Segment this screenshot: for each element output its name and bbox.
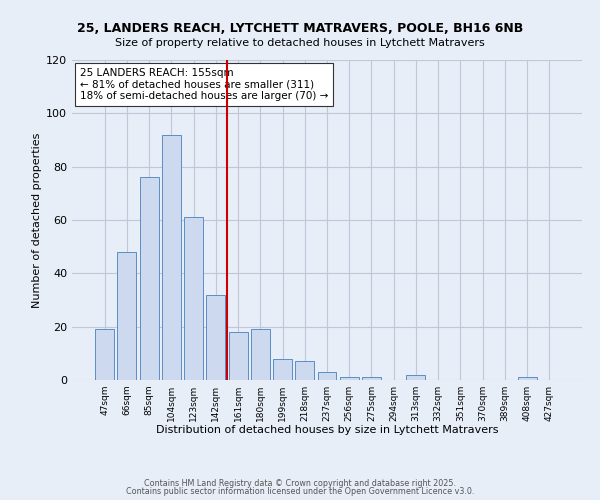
Bar (140, 178, 158, 380)
Text: 25 LANDERS REACH: 155sqm
← 81% of detached houses are smaller (311)
18% of semi-: 25 LANDERS REACH: 155sqm ← 81% of detach… (80, 68, 328, 101)
Bar (95, 330, 114, 380)
Bar (118, 252, 136, 380)
Bar (206, 294, 225, 380)
Bar (518, 378, 536, 380)
X-axis label: Distribution of detached houses by size in Lytchett Matravers: Distribution of detached houses by size … (156, 426, 498, 436)
Text: Contains public sector information licensed under the Open Government Licence v3: Contains public sector information licen… (126, 487, 474, 496)
Bar (295, 362, 314, 380)
Bar (162, 134, 181, 380)
Bar (273, 358, 292, 380)
Bar (362, 378, 381, 380)
Bar (251, 330, 270, 380)
Text: Contains HM Land Registry data © Crown copyright and database right 2025.: Contains HM Land Registry data © Crown c… (144, 478, 456, 488)
Bar (406, 374, 425, 380)
Bar (184, 218, 203, 380)
Y-axis label: Number of detached properties: Number of detached properties (32, 132, 42, 308)
Bar (229, 332, 248, 380)
Text: 25, LANDERS REACH, LYTCHETT MATRAVERS, POOLE, BH16 6NB: 25, LANDERS REACH, LYTCHETT MATRAVERS, P… (77, 22, 523, 36)
Bar (317, 372, 337, 380)
Bar (340, 378, 359, 380)
Text: Size of property relative to detached houses in Lytchett Matravers: Size of property relative to detached ho… (115, 38, 485, 48)
